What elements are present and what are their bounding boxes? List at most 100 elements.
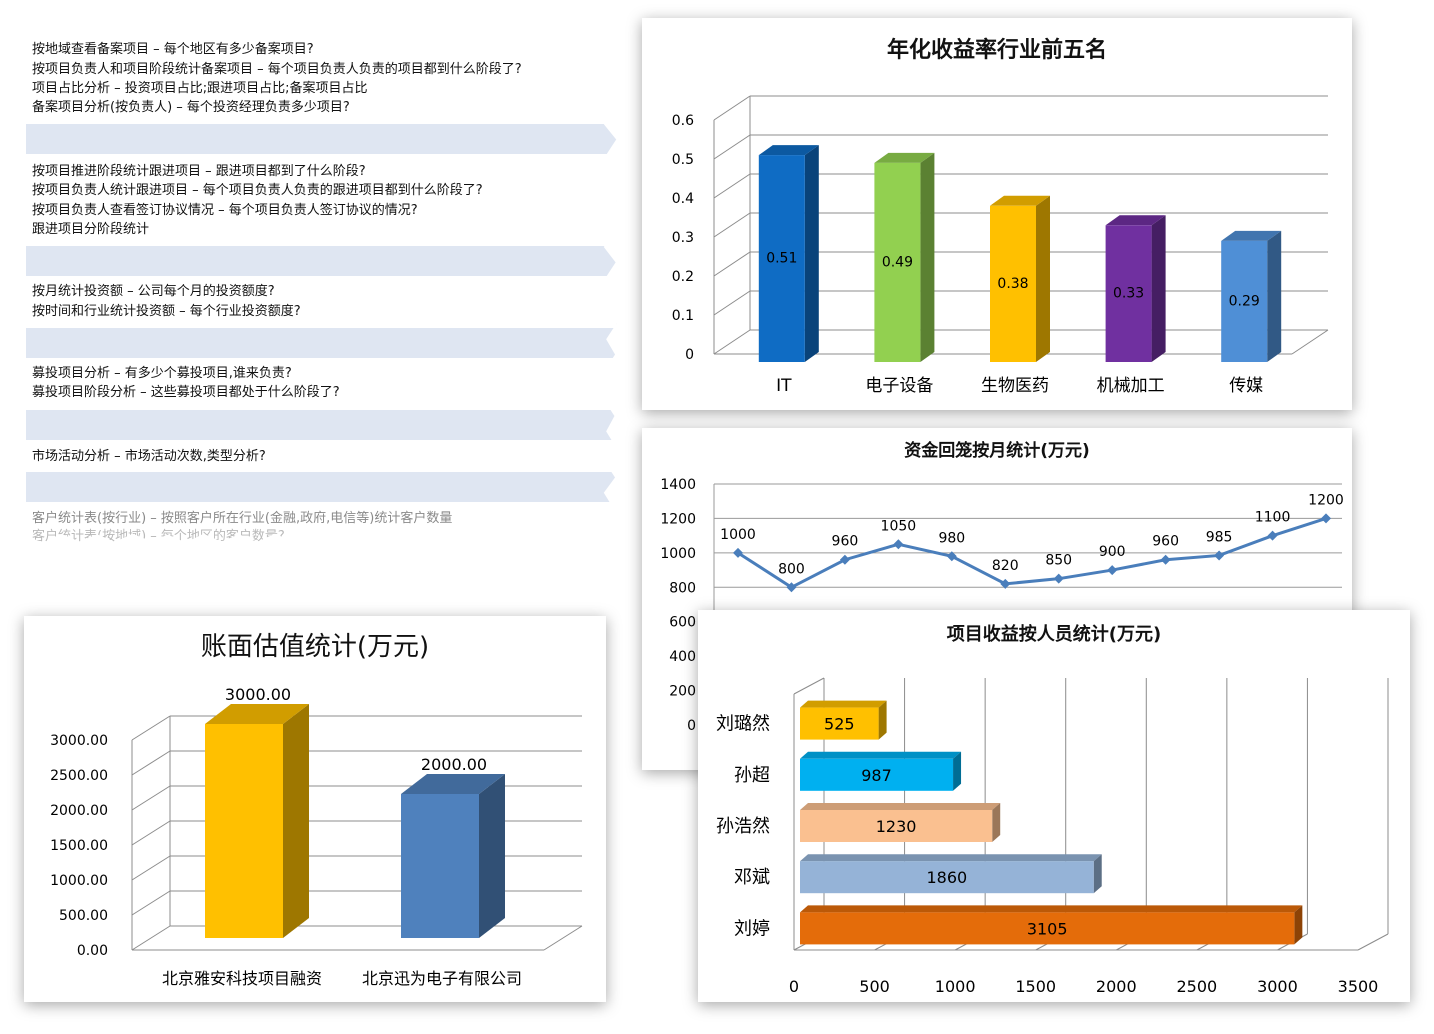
industry-return-chart: 0 0.1 0.2 0.3 0.4 0.5 0.6 0.51 IT 0.49 电子设备 0.38 生物医…: [672, 95, 1329, 396]
data-label: 525: [824, 715, 855, 734]
y-tick-label: 2500.00: [50, 768, 108, 784]
data-label: 0.29: [1229, 293, 1260, 309]
bar-top: [800, 700, 887, 708]
separator-band: [26, 246, 616, 276]
x-tick-label: 1500: [1015, 977, 1056, 996]
chart-title: 项目收益按人员统计(万元): [946, 624, 1162, 645]
question-group-5: 市场活动分析 – 市场活动次数,类型分析?: [26, 440, 616, 472]
bar: [401, 794, 479, 938]
data-point: [893, 539, 904, 550]
gridline: [131, 715, 171, 741]
question-line: 项目占比分析 – 投资项目占比;跟进项目占比;备案项目占比: [32, 81, 368, 96]
data-label: 0.51: [766, 251, 797, 267]
x-tick-label: 0: [789, 977, 799, 996]
data-point: [1107, 565, 1118, 576]
question-line: 募投项目分析 – 有多少个募投项目,谁来负责?: [32, 366, 292, 381]
gridline: [131, 925, 171, 951]
data-label: 0.49: [882, 254, 913, 270]
y-tick-label: 800: [669, 580, 696, 596]
bar: [800, 912, 1295, 945]
bar: [758, 155, 805, 362]
x-tick-label: 2500: [1176, 977, 1217, 996]
question-line: 按地域查看备案项目 – 每个地区有多少备案项目?: [32, 42, 314, 57]
x-tick-label: 电子设备: [865, 376, 933, 396]
bar: [800, 758, 954, 791]
bar-side: [878, 700, 887, 740]
data-label: 1000: [720, 527, 756, 543]
separator-band: [26, 124, 616, 154]
data-label: 960: [832, 534, 859, 550]
y-tick-label: 0.2: [672, 269, 694, 285]
cash-return-chart: 0 200 400 600 800 1000 1200 1400 1000 800 960 1050 9…: [660, 477, 1343, 734]
income-by-person-chart: 0 500 1000 1500 2000 2500 3000 3500 525 刘璐然 987 孙超 1…: [716, 677, 1389, 996]
series-line: [737, 517, 1327, 590]
x-tick-label: 3500: [1338, 977, 1379, 996]
question-line: 按时间和行业统计投资额 – 每个行业投资额度?: [32, 304, 301, 319]
x-tick-label: 1000: [935, 977, 976, 996]
y-tick-label: 3000.00: [50, 733, 108, 749]
data-label: 3000.00: [225, 685, 291, 704]
bar: [800, 861, 1094, 894]
y-tick-label: 1200: [660, 511, 696, 527]
separator-band: [26, 410, 616, 440]
bar-top: [205, 704, 309, 724]
gridline: [713, 95, 751, 121]
data-point: [786, 582, 797, 593]
gridline: [713, 251, 751, 277]
gridline: [713, 134, 751, 160]
bar-side: [992, 803, 1001, 842]
data-point: [1214, 550, 1225, 561]
separator-band: [26, 328, 616, 358]
bar: [205, 724, 283, 938]
floor-edge: [543, 925, 583, 951]
bar: [874, 162, 921, 362]
question-line: 按项目负责人和项目阶段统计备案项目 – 每个项目负责人负责的项目都到什么阶段了?: [32, 62, 522, 77]
bar-side: [1093, 854, 1102, 894]
data-point: [1053, 573, 1064, 584]
x-tick-label: 500: [859, 977, 890, 996]
bar-top: [758, 145, 819, 156]
gridline: [131, 750, 171, 776]
question-list-panel: 按地域查看备案项目 – 每个地区有多少备案项目? 按项目负责人和项目阶段统计备案…: [26, 32, 617, 544]
data-label: 2000.00: [421, 755, 487, 774]
bar: [1221, 240, 1268, 362]
floor-edge: [1291, 329, 1329, 355]
bar-side: [1267, 230, 1282, 362]
bar: [800, 810, 993, 842]
x-tick-label: 传媒: [1229, 376, 1263, 396]
gridline: [713, 290, 751, 316]
question-line: 按项目负责人查看签订协议情况 – 每个项目负责人签订协议的情况?: [32, 203, 418, 218]
question-line: 按月统计投资额 – 公司每个月的投资额度?: [32, 284, 275, 299]
y-tick-label: 1000: [660, 546, 696, 562]
y-tick-label: 0.5: [672, 152, 694, 168]
data-label: 800: [778, 561, 805, 577]
bar: [800, 707, 879, 740]
question-line: 按项目推进阶段统计跟进项目 – 跟进项目都到了什么阶段?: [32, 164, 366, 179]
bar: [1105, 225, 1152, 362]
data-label: 0.38: [997, 276, 1028, 292]
y-tick-label: 0.00: [77, 943, 108, 959]
data-label: 987: [861, 766, 892, 785]
question-line: 客户统计表(按地域) – 每个地区的客户数量?: [32, 529, 285, 544]
bar-top: [990, 195, 1050, 206]
gridline: [131, 855, 171, 881]
x-tick-label: 北京雅安科技项目融资: [162, 969, 322, 988]
data-point: [733, 547, 743, 558]
bar-top: [800, 751, 962, 759]
y-tick-label: 500.00: [59, 908, 108, 924]
data-label: 985: [1206, 529, 1233, 545]
data-label: 960: [1152, 534, 1179, 550]
question-line: 募投项目阶段分析 – 这些募投项目都处于什么阶段了?: [32, 385, 340, 400]
question-line: 客户统计表(按行业) – 按照客户所在行业(金融,政府,电信等)统计客户数量: [32, 511, 453, 526]
data-label: 1100: [1255, 510, 1291, 526]
bar-top: [800, 803, 1001, 810]
data-label: 850: [1045, 553, 1072, 569]
x-tick-label: 北京迅为电子有限公司: [362, 969, 522, 988]
y-tick-label: 1000.00: [50, 873, 108, 889]
question-group-2: 按项目推进阶段统计跟进项目 – 跟进项目都到了什么阶段? 按项目负责人统计跟进项…: [26, 154, 616, 246]
data-label: 820: [992, 558, 1019, 574]
gridline: [1357, 933, 1389, 951]
x-tick-label: 机械加工: [1097, 376, 1165, 396]
separator-band: [26, 472, 616, 502]
bar-top: [800, 905, 1303, 913]
